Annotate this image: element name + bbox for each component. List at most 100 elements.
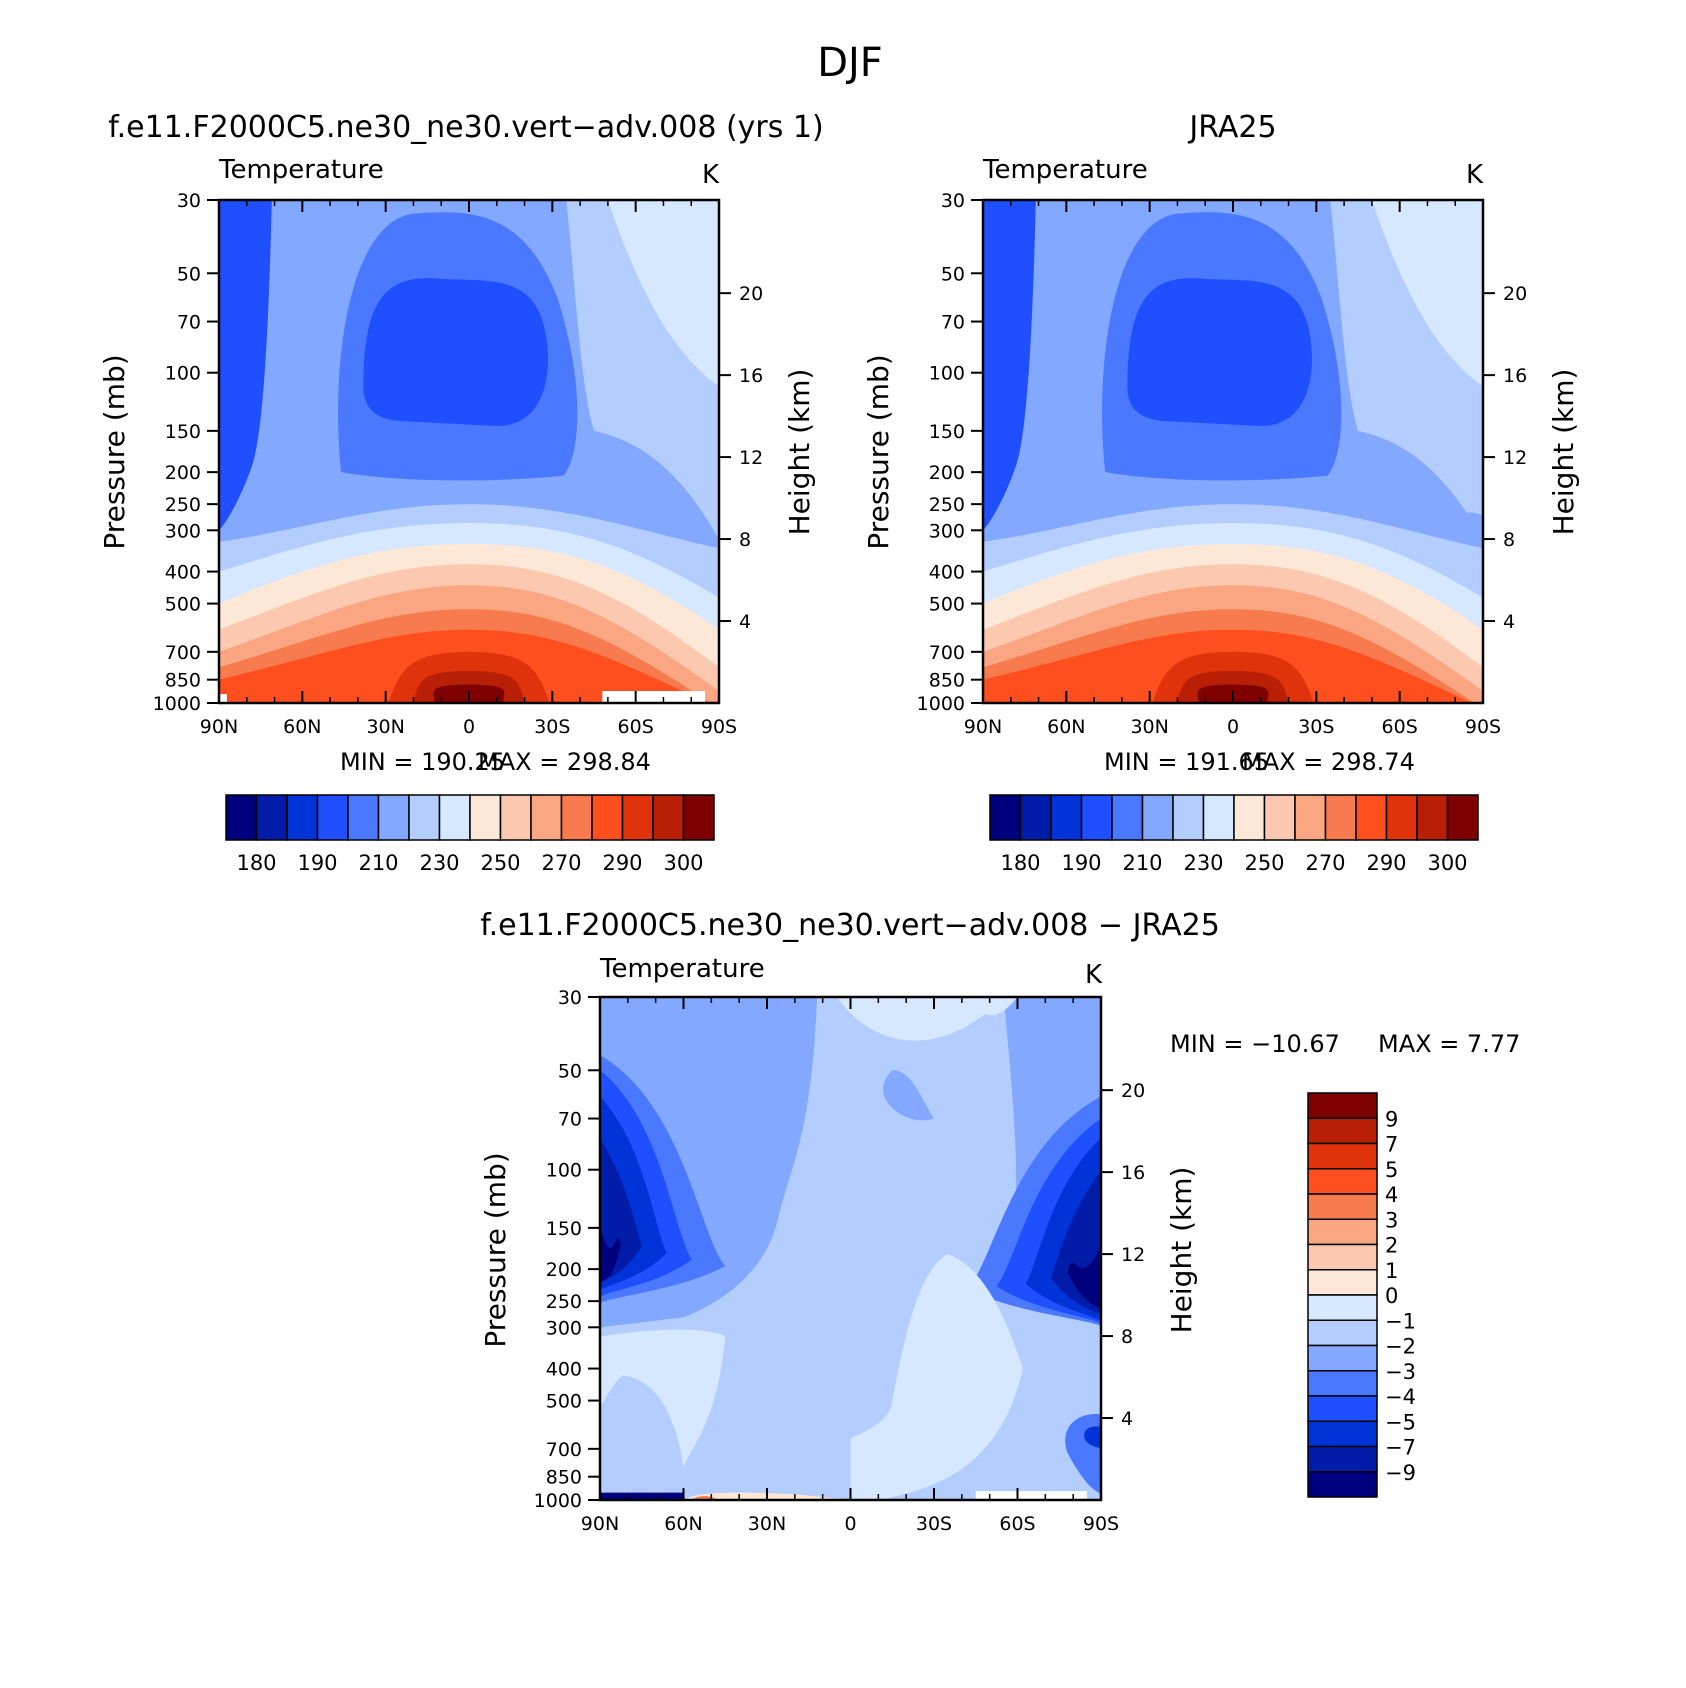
colorbar-swatch [286, 794, 319, 841]
colorbar-swatch [1307, 1319, 1378, 1347]
colorbar-label: 180 [236, 851, 276, 875]
colorbar-label: 300 [663, 851, 703, 875]
colorbar-swatch [1233, 794, 1266, 841]
x-tick-label: 30N [1130, 716, 1168, 738]
x-tick-label: 60S [1382, 716, 1418, 738]
contour-band [600, 1329, 726, 1468]
colorbar-swatch [652, 794, 685, 841]
x-tick-label: 90S [1465, 716, 1501, 738]
colorbar-swatch [225, 794, 258, 841]
colorbar: 180 190 210 230 250 270 290 300 [989, 794, 1479, 875]
colorbar: 180 190 210 230 250 270 290 300 [225, 794, 715, 875]
y2-axis-label: Height (km) [783, 369, 816, 536]
colorbar-label: 0 [1385, 1284, 1398, 1308]
colorbar-swatch [1307, 1471, 1378, 1498]
contour-band [883, 1070, 934, 1121]
axes: 90N 60N 30N 0 30S 60S 90S 30 50 70 100 150 200 250 300… [534, 987, 1146, 1535]
colorbar-label: 290 [602, 851, 642, 875]
y-tick-label: 150 [546, 1218, 582, 1240]
x-tick-label: 60N [1047, 716, 1085, 738]
contour-band [1455, 512, 1483, 544]
colorbar-label: 7 [1385, 1133, 1398, 1157]
variable-label: Temperature [982, 155, 1148, 185]
x-tick-label: 30N [366, 716, 404, 738]
x-tick-label: 60N [283, 716, 321, 738]
colorbar-label: 1 [1385, 1259, 1398, 1283]
colorbar-swatch [530, 794, 563, 841]
x-tick-label: 30S [1298, 716, 1334, 738]
y-tick-label: 850 [546, 1467, 582, 1489]
y-tick-label: 500 [929, 594, 965, 616]
colorbar-label: −9 [1385, 1461, 1416, 1485]
colorbar-swatch [1294, 794, 1327, 841]
panel-title: JRA25 [1187, 110, 1276, 145]
colorbar-label: 270 [541, 851, 581, 875]
y-tick-label: 700 [165, 642, 201, 664]
x-tick-label: 90N [964, 716, 1002, 738]
x-tick-label: 90N [200, 716, 238, 738]
contour-band [219, 200, 272, 531]
colorbar-swatch [377, 794, 410, 841]
colorbar-swatch [1307, 1294, 1378, 1321]
x-tick-label: 90N [581, 1513, 619, 1535]
y-tick-label: 100 [546, 1160, 582, 1182]
y-tick-label: 30 [558, 987, 582, 1009]
y2-axis-label: Height (km) [1547, 369, 1580, 536]
colorbar-swatch [1307, 1395, 1378, 1422]
y-tick-label: 300 [165, 520, 201, 542]
y-tick-label: 150 [929, 421, 965, 443]
units-label: K [1085, 960, 1103, 990]
y2-tick-label: 8 [739, 529, 751, 551]
colorbar-label: 2 [1385, 1234, 1398, 1258]
colorbar-swatch [1307, 1142, 1378, 1170]
y-tick-label: 30 [941, 190, 965, 212]
y2-tick-label: 4 [1121, 1408, 1133, 1430]
colorbar-swatch [1307, 1092, 1378, 1119]
y2-tick-label: 12 [1121, 1244, 1145, 1266]
max-label: MAX = 298.84 [478, 748, 651, 776]
y2-tick-label: 20 [1121, 1080, 1145, 1102]
colorbar-label: 270 [1305, 851, 1345, 875]
contour-band [836, 997, 1004, 1041]
colorbar-label: 250 [480, 851, 520, 875]
y-tick-label: 400 [165, 562, 201, 584]
y-tick-label: 850 [165, 670, 201, 692]
colorbar-swatch [347, 794, 380, 841]
colorbar-swatch [1141, 794, 1174, 841]
y-tick-label: 200 [929, 462, 965, 484]
colorbar-swatch [438, 794, 471, 841]
colorbar-label: −1 [1385, 1309, 1416, 1333]
colorbar-swatch [1307, 1117, 1378, 1145]
colorbar-swatch [1111, 794, 1144, 841]
y-tick-label: 250 [546, 1291, 582, 1313]
y-tick-label: 1000 [917, 693, 965, 715]
colorbar-label: 4 [1385, 1183, 1398, 1207]
colorbar-label: 210 [358, 851, 398, 875]
y-tick-label: 150 [165, 421, 201, 443]
contour-band [600, 1137, 642, 1283]
y-tick-label: 300 [546, 1317, 582, 1339]
colorbar-swatch [499, 794, 532, 841]
contour-band [363, 278, 548, 427]
colorbar-swatch [1307, 1218, 1378, 1246]
colorbar-label: 190 [1061, 851, 1101, 875]
colorbar-swatch [1050, 794, 1083, 841]
y-tick-label: 250 [929, 494, 965, 516]
colorbar-swatch [255, 794, 288, 841]
min-label: MIN = 190.25 [340, 748, 505, 776]
contour-band [1371, 200, 1483, 387]
y-tick-label: 30 [177, 190, 201, 212]
colorbar-swatch [1202, 794, 1235, 841]
colorbar-swatch [621, 794, 654, 841]
y-tick-label: 100 [165, 363, 201, 385]
surface-mask [219, 694, 227, 703]
axes: 90N 60N 30N 0 30S 60S 90S 30 50 70 100 150 200 250 300… [917, 190, 1528, 738]
y-tick-label: 1000 [534, 1490, 582, 1512]
colorbar-label: −2 [1385, 1335, 1416, 1359]
y-axis-label: Pressure (mb) [98, 354, 131, 549]
colorbar-swatch [1080, 794, 1113, 841]
y2-tick-label: 20 [739, 283, 763, 305]
y-tick-label: 70 [558, 1109, 582, 1131]
panel-model: f.e11.F2000C5.ne30_ne30.vert−adv.008 (yr… [98, 110, 824, 875]
x-tick-label: 0 [1227, 716, 1239, 738]
